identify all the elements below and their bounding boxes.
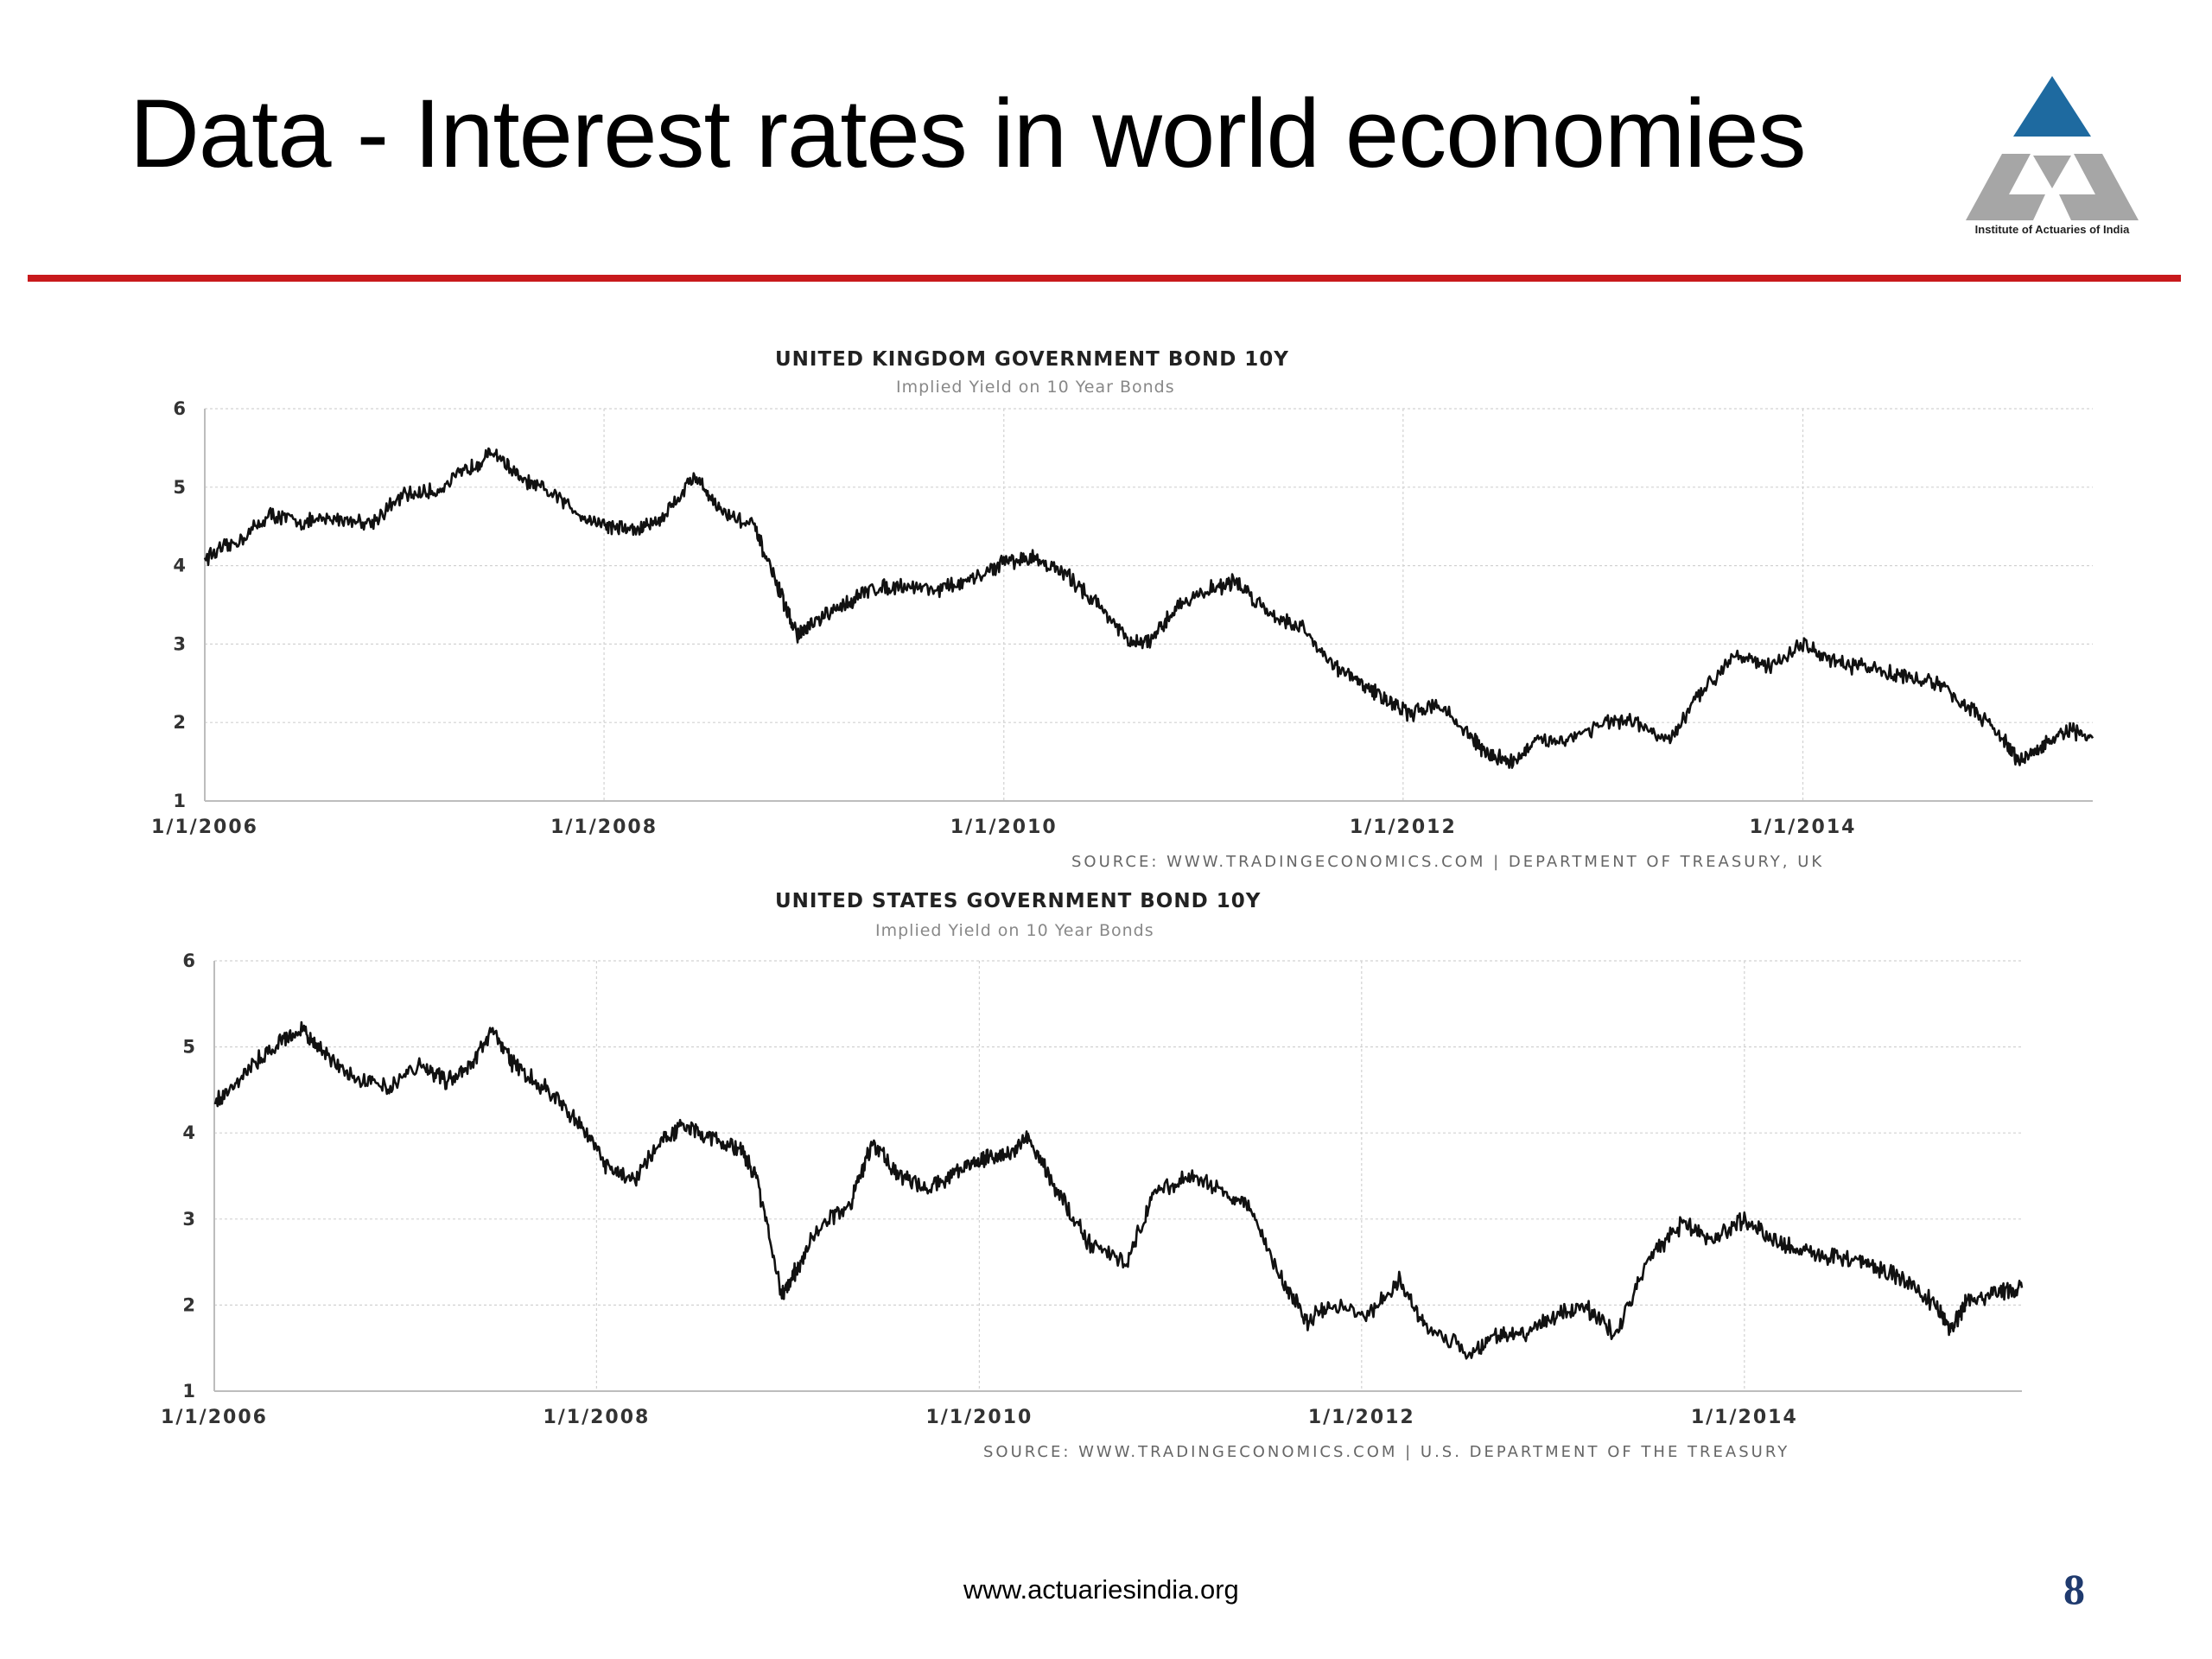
logo-left-shape [1966, 154, 2045, 220]
logo-center-shape [2033, 156, 2071, 188]
chart-subtitle: Implied Yield on 10 Year Bonds [875, 921, 1154, 940]
logo-caption: Institute of Actuaries of India [1974, 223, 2130, 236]
x-tick-label: 1/1/2006 [161, 1407, 268, 1428]
chart-source: SOURCE: WWW.TRADINGECONOMICS.COM | U.S. … [983, 1443, 1790, 1461]
x-tick-label: 1/1/2008 [543, 1407, 650, 1428]
chart-subtitle: Implied Yield on 10 Year Bonds [896, 378, 1175, 397]
y-tick-label: 2 [173, 712, 186, 733]
y-tick-label: 1 [173, 791, 186, 811]
y-tick-label: 5 [182, 1037, 195, 1058]
y-tick-label: 4 [182, 1122, 195, 1143]
y-tick-label: 1 [182, 1381, 195, 1402]
series-line [203, 447, 2094, 769]
x-tick-label: 1/1/2014 [1750, 817, 1857, 838]
chart-source: SOURCE: WWW.TRADINGECONOMICS.COM | DEPAR… [1071, 853, 1825, 871]
y-tick-label: 5 [173, 477, 186, 498]
x-tick-label: 1/1/2006 [151, 817, 258, 838]
logo-top-triangle [2013, 76, 2091, 137]
x-tick-label: 1/1/2012 [1308, 1407, 1415, 1428]
chart-title: UNITED KINGDOM GOVERNMENT BOND 10Y [775, 348, 1289, 371]
x-tick-label: 1/1/2012 [1350, 817, 1457, 838]
x-tick-label: 1/1/2014 [1691, 1407, 1798, 1428]
slide-title: Data - Interest rates in world economies [130, 79, 1807, 188]
y-tick-label: 6 [182, 950, 195, 971]
y-tick-label: 3 [182, 1209, 195, 1230]
x-tick-label: 1/1/2008 [550, 817, 658, 838]
series-line [213, 1020, 2024, 1360]
x-tick-label: 1/1/2010 [925, 1407, 1033, 1428]
title-divider [28, 275, 2181, 282]
x-tick-label: 1/1/2010 [950, 817, 1058, 838]
chart-title: UNITED STATES GOVERNMENT BOND 10Y [775, 890, 1262, 912]
y-tick-label: 4 [173, 556, 186, 576]
logo-right-shape [2059, 154, 2139, 220]
page-number: 8 [2063, 1565, 2085, 1613]
footer-url[interactable]: www.actuariesindia.org [963, 1574, 1239, 1605]
y-tick-label: 6 [173, 398, 186, 419]
y-tick-label: 2 [182, 1294, 195, 1315]
institute-logo [1966, 76, 2139, 220]
y-tick-label: 3 [173, 633, 186, 654]
